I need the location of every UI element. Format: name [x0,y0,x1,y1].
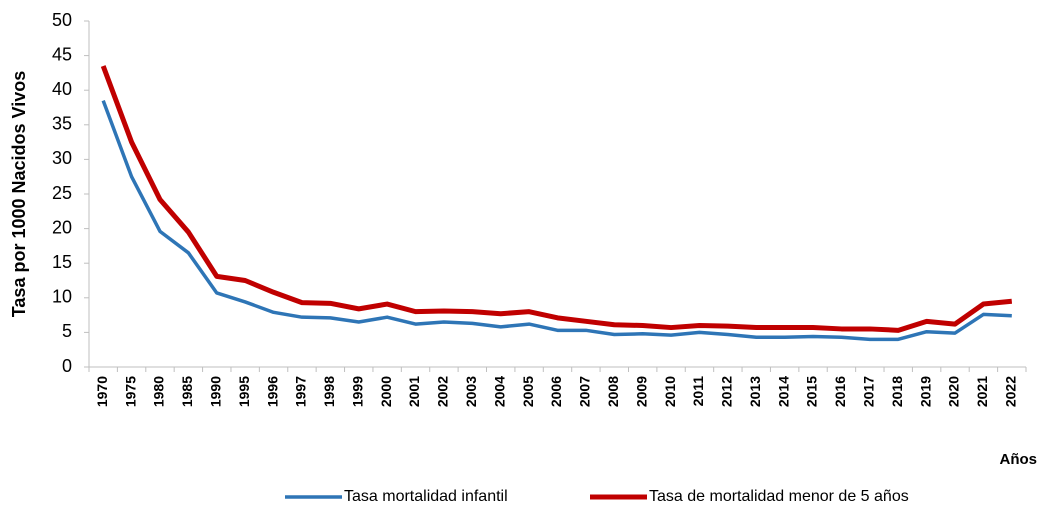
x-tick-label: 2003 [463,376,479,407]
y-tick-label: 25 [52,183,72,203]
x-tick-label: 2007 [577,376,593,407]
x-tick-label: 2018 [889,376,905,407]
x-tick-label: 2009 [633,376,649,407]
x-tick-label: 1985 [179,376,195,407]
x-tick-label: 2006 [548,376,564,407]
x-tick-label: 2016 [832,376,848,407]
x-tick-label: 2021 [974,376,990,407]
x-tick-label: 2002 [435,376,451,407]
x-tick-label: 2015 [804,376,820,407]
x-tick-label: 2014 [775,376,791,407]
y-tick-label: 50 [52,10,72,30]
x-tick-label: 2008 [605,376,621,407]
x-axis-label: Años [1000,451,1038,468]
x-tick-label: 1998 [321,376,337,407]
x-tick-label: 1975 [122,376,138,407]
x-tick-label: 1980 [151,376,167,407]
x-tick-label: 1990 [207,376,223,407]
y-tick-label: 15 [52,252,72,272]
y-tick-label: 5 [62,321,72,341]
x-tick-label: 2004 [491,376,507,407]
x-tick-label: 2020 [946,376,962,407]
x-tick-label: 2013 [747,376,763,407]
y-tick-label: 35 [52,114,72,134]
legend-label: Tasa mortalidad infantil [344,488,508,505]
x-tick-label: 2001 [406,376,422,407]
y-tick-label: 0 [62,356,72,376]
legend-label: Tasa de mortalidad menor de 5 años [649,488,909,505]
series-line [100,65,1013,333]
y-axis-label: Tasa por 1000 Nacidos Vivos [9,71,29,317]
y-tick-label: 10 [52,287,72,307]
x-tick-label: 1970 [94,376,110,407]
x-tick-label: 1997 [293,376,309,407]
x-tick-label: 2005 [520,376,536,407]
series-line [101,99,1012,342]
x-tick-label: 1999 [349,376,365,407]
x-tick-label: 2022 [1003,376,1019,407]
x-tick-label: 1996 [264,376,280,407]
x-tick-label: 2017 [861,376,877,407]
x-tick-label: 2010 [662,376,678,407]
x-tick-label: 2012 [719,376,735,407]
x-tick-label: 2011 [690,376,706,407]
y-tick-label: 30 [52,148,72,168]
x-tick-label: 2019 [917,376,933,407]
y-tick-label: 20 [52,217,72,237]
y-tick-label: 45 [52,44,72,64]
x-tick-label: 1995 [236,376,252,407]
y-tick-label: 40 [52,79,72,99]
x-tick-label: 2000 [378,376,394,407]
